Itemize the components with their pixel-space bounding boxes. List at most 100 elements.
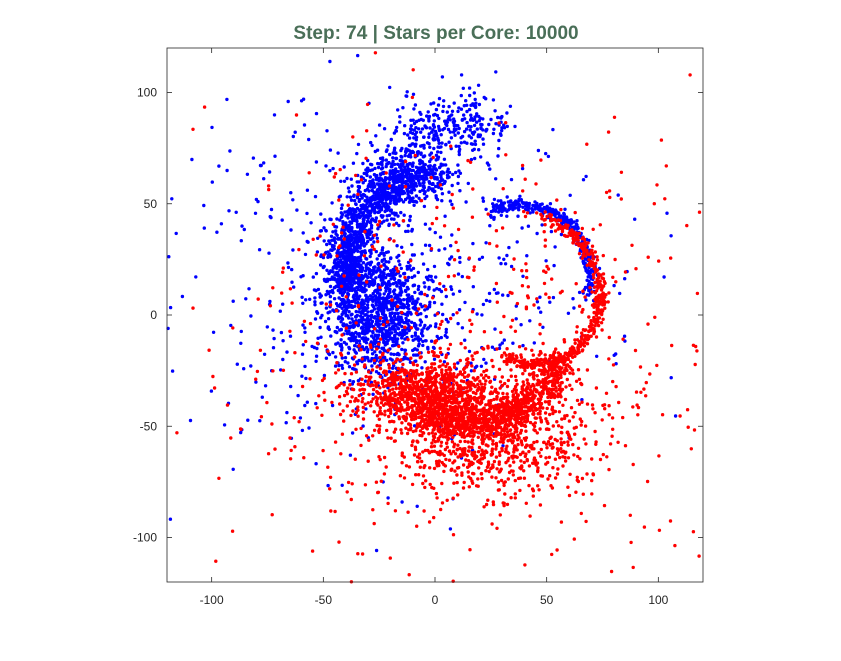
data-point — [386, 186, 390, 191]
data-point — [460, 392, 464, 397]
data-point — [402, 298, 406, 302]
data-point — [421, 343, 425, 348]
data-point — [438, 172, 442, 177]
data-point — [402, 332, 406, 336]
data-point — [386, 377, 390, 382]
data-point — [281, 357, 285, 362]
data-point — [372, 361, 377, 365]
data-point — [400, 421, 404, 425]
data-point — [476, 83, 481, 88]
data-point — [364, 293, 368, 298]
data-point — [416, 270, 420, 275]
data-point — [366, 337, 370, 341]
data-point — [410, 163, 414, 167]
data-point — [388, 177, 393, 181]
data-point — [510, 389, 515, 394]
data-point — [351, 259, 355, 263]
data-point — [363, 379, 368, 383]
data-point — [375, 423, 379, 428]
data-point — [350, 283, 354, 287]
data-point — [388, 328, 392, 332]
data-point — [387, 213, 392, 217]
data-point — [351, 161, 356, 165]
data-point — [469, 157, 474, 162]
data-point — [520, 166, 525, 171]
data-point — [422, 180, 426, 185]
data-point — [378, 326, 382, 330]
data-point — [240, 224, 244, 228]
data-point — [500, 128, 504, 133]
data-point — [393, 336, 397, 341]
data-point — [440, 141, 444, 145]
data-point — [427, 243, 432, 248]
data-point — [400, 500, 404, 504]
data-point — [589, 275, 593, 280]
data-point — [366, 319, 370, 323]
data-point — [503, 381, 507, 386]
data-point — [329, 248, 333, 252]
data-point — [268, 299, 272, 304]
data-point — [403, 348, 408, 352]
data-point — [321, 265, 325, 270]
data-point — [410, 275, 414, 280]
data-point — [314, 401, 318, 406]
data-point — [412, 184, 416, 188]
data-point — [466, 124, 471, 128]
data-point — [410, 227, 414, 232]
data-point — [538, 295, 542, 299]
data-point — [360, 251, 364, 255]
data-point — [418, 323, 422, 327]
data-point — [231, 467, 235, 471]
data-point — [393, 296, 397, 300]
data-point — [341, 251, 346, 256]
data-point — [515, 240, 519, 244]
data-point — [355, 225, 360, 229]
data-point — [387, 363, 391, 367]
data-point — [436, 103, 441, 107]
data-point — [532, 384, 536, 388]
data-point — [395, 332, 399, 336]
data-point — [345, 305, 349, 309]
data-point — [394, 386, 398, 391]
data-point — [392, 430, 396, 434]
data-point — [392, 403, 397, 407]
data-point — [354, 202, 358, 206]
data-point — [421, 339, 425, 344]
data-point — [431, 171, 435, 175]
data-point — [408, 196, 412, 201]
data-point — [450, 202, 454, 207]
data-point — [377, 299, 381, 303]
data-point — [405, 168, 410, 173]
data-point — [444, 368, 448, 373]
data-point — [357, 265, 361, 269]
data-point — [245, 172, 250, 176]
data-point — [280, 218, 284, 222]
data-point — [414, 165, 419, 169]
data-point — [355, 151, 359, 156]
data-point — [497, 138, 501, 143]
data-point — [369, 223, 374, 228]
data-point — [360, 359, 364, 364]
data-point — [455, 383, 459, 387]
data-point — [363, 318, 367, 322]
data-point — [432, 353, 436, 358]
data-point — [508, 104, 513, 109]
data-point — [437, 248, 441, 252]
data-point — [318, 325, 322, 330]
data-point — [390, 311, 394, 315]
data-point — [382, 348, 386, 352]
data-point — [587, 279, 591, 284]
data-point — [352, 208, 357, 213]
data-point — [336, 261, 340, 265]
data-point — [423, 163, 427, 167]
data-point — [339, 215, 343, 220]
data-point — [413, 132, 417, 137]
data-point — [443, 385, 448, 389]
data-point — [571, 297, 575, 301]
data-point — [437, 96, 442, 101]
data-point — [472, 123, 477, 128]
data-point — [346, 361, 350, 365]
data-point — [390, 344, 395, 348]
data-point — [516, 214, 520, 218]
data-point — [396, 108, 400, 112]
